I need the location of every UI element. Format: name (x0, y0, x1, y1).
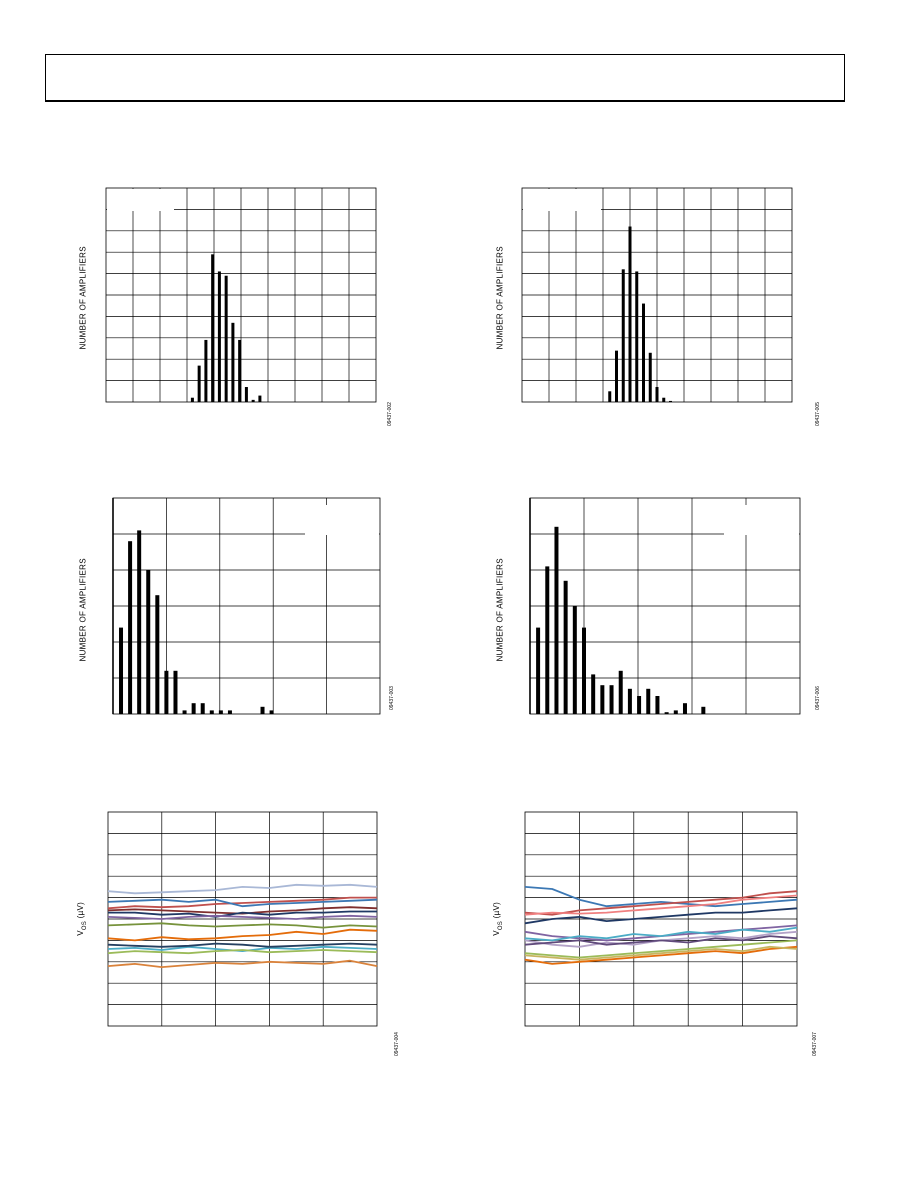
bar (190, 397, 194, 402)
series-line (107, 883, 378, 895)
series-line (107, 896, 377, 910)
bar (217, 271, 221, 402)
bar (615, 350, 618, 402)
bar (563, 580, 568, 714)
bar (227, 710, 232, 714)
bar (642, 303, 645, 402)
series-line (524, 945, 798, 961)
bar (628, 226, 632, 402)
bar (582, 627, 586, 714)
bar (608, 391, 612, 402)
bar (182, 710, 187, 714)
bar (197, 365, 201, 402)
bar (646, 688, 651, 714)
bar (662, 397, 666, 402)
series-line (107, 906, 378, 915)
bar (554, 526, 559, 714)
plot-frame (524, 811, 798, 1027)
bar (655, 696, 660, 714)
bar (545, 566, 550, 714)
series-line (524, 935, 798, 946)
bar (609, 685, 614, 714)
bar (701, 706, 706, 714)
bar (664, 712, 669, 714)
bar (173, 670, 178, 714)
bar (209, 710, 214, 714)
bar (244, 387, 248, 402)
bar (635, 271, 639, 402)
series-line (524, 930, 798, 948)
bar (211, 254, 215, 402)
legend-box (305, 505, 379, 535)
plot-frame (107, 811, 378, 1027)
bar (655, 387, 659, 402)
series-line (107, 914, 378, 920)
legend-box (523, 189, 601, 211)
bar (231, 322, 235, 402)
bar (260, 706, 265, 714)
series-line (107, 898, 378, 908)
series-line (524, 945, 798, 965)
series-line (107, 959, 378, 968)
bar (618, 670, 623, 714)
bar (128, 541, 133, 714)
legend-box (526, 813, 578, 831)
bar (218, 710, 223, 714)
bar (137, 530, 142, 714)
series-line (108, 910, 377, 918)
bar (669, 400, 672, 402)
bar (621, 269, 625, 402)
series-line (107, 928, 378, 942)
bar (673, 710, 678, 714)
bar (627, 688, 632, 714)
bar (119, 627, 124, 714)
bar (600, 685, 605, 714)
series-line (524, 926, 798, 942)
series-line (524, 907, 798, 925)
bar (258, 395, 262, 402)
legend-box (724, 505, 799, 535)
series-line (524, 886, 798, 908)
bar (269, 710, 274, 714)
series-line (524, 939, 798, 959)
bar (224, 275, 228, 402)
bar (200, 703, 205, 714)
series-line (524, 890, 798, 916)
bar (637, 696, 642, 714)
legend-box (107, 189, 174, 211)
bar (251, 399, 255, 402)
series-line (107, 949, 378, 955)
bar (191, 703, 196, 714)
bar (591, 674, 596, 714)
bar (648, 352, 652, 402)
bar (536, 627, 541, 714)
page-header-box (45, 54, 845, 102)
bar (204, 339, 208, 402)
bar (682, 703, 687, 714)
bar (238, 339, 242, 402)
legend-box (109, 813, 159, 831)
series-line (107, 922, 378, 929)
series-line (107, 942, 378, 948)
bar (146, 570, 151, 714)
bar (572, 606, 577, 714)
bar (164, 670, 169, 714)
bar (155, 595, 160, 714)
series-line (107, 945, 378, 952)
series-line (524, 894, 798, 916)
